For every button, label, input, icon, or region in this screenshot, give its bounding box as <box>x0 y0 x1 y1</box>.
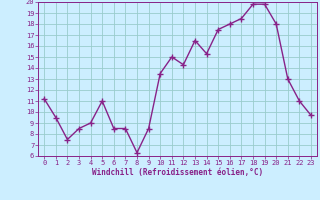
X-axis label: Windchill (Refroidissement éolien,°C): Windchill (Refroidissement éolien,°C) <box>92 168 263 177</box>
